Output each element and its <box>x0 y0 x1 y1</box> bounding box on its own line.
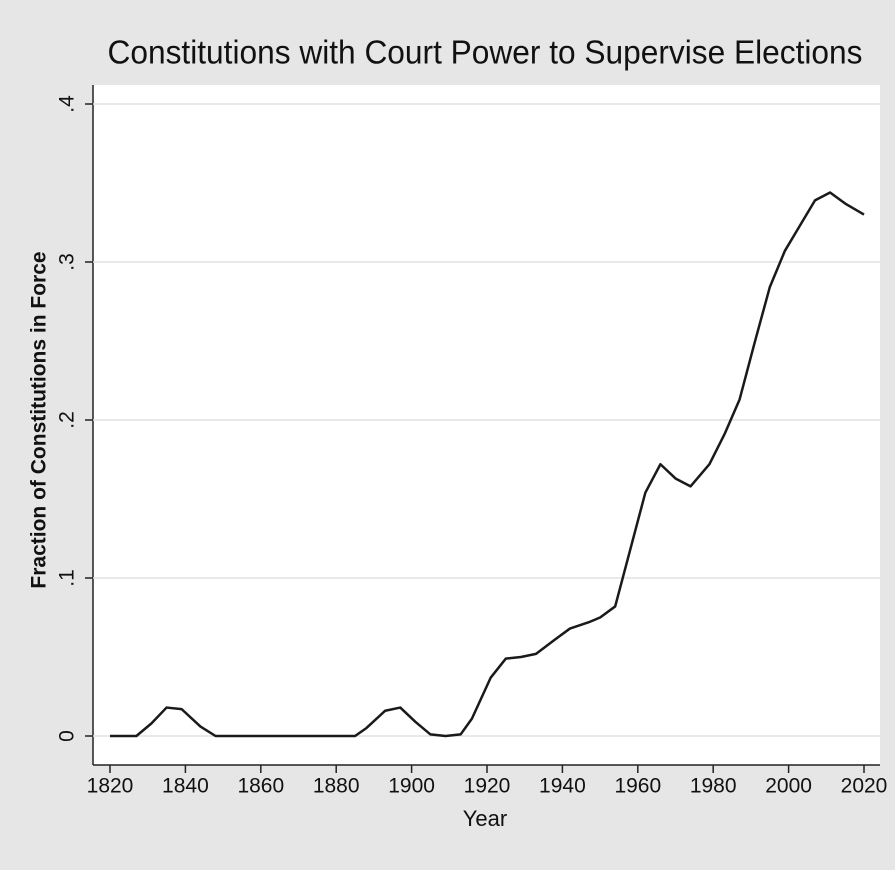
x-tick-label: 1820 <box>87 775 134 798</box>
y-tick-label: .3 <box>56 253 79 271</box>
data-line <box>110 191 865 738</box>
x-tick-label: 1960 <box>614 775 661 798</box>
x-tick-label: 2000 <box>765 775 812 798</box>
plot-area <box>93 85 880 765</box>
x-tick-label: 2020 <box>841 775 888 798</box>
y-tick-label: .4 <box>56 95 79 113</box>
chart-title: Constitutions with Court Power to Superv… <box>108 34 863 71</box>
x-tick-label: 1940 <box>539 775 586 798</box>
x-tick-label: 1840 <box>162 775 209 798</box>
x-tick-label: 1860 <box>237 775 284 798</box>
x-tick-label: 1980 <box>690 775 737 798</box>
y-tick-label: 0 <box>56 730 79 742</box>
y-tick-label: .1 <box>56 569 79 587</box>
y-tick-label: .2 <box>56 411 79 429</box>
x-tick-label: 1880 <box>313 775 360 798</box>
y-axis-label: Fraction of Constitutions in Force <box>28 251 51 588</box>
x-tick-label: 1900 <box>388 775 435 798</box>
x-tick-label: 1920 <box>464 775 511 798</box>
x-axis-label: Year <box>463 806 507 831</box>
